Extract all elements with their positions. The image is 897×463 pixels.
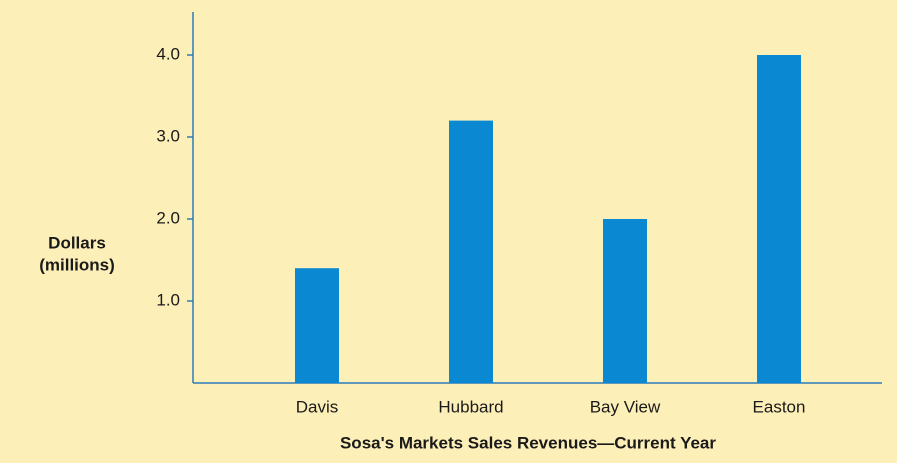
y-axis-label: Dollars [48, 233, 106, 252]
bar [757, 55, 801, 383]
x-tick-label: Bay View [590, 397, 661, 416]
bar [603, 219, 647, 383]
bar [449, 120, 493, 383]
x-tick-label: Easton [753, 397, 806, 416]
y-tick-label: 3.0 [156, 126, 180, 145]
y-axis-label: (millions) [39, 255, 115, 274]
x-tick-label: Davis [296, 397, 339, 416]
chart-title: Sosa's Markets Sales Revenues—Current Ye… [340, 433, 716, 452]
y-tick-label: 2.0 [156, 208, 180, 227]
x-tick-label: Hubbard [438, 397, 503, 416]
y-tick-label: 1.0 [156, 290, 180, 309]
y-tick-label: 4.0 [156, 44, 180, 63]
bar [295, 268, 339, 383]
